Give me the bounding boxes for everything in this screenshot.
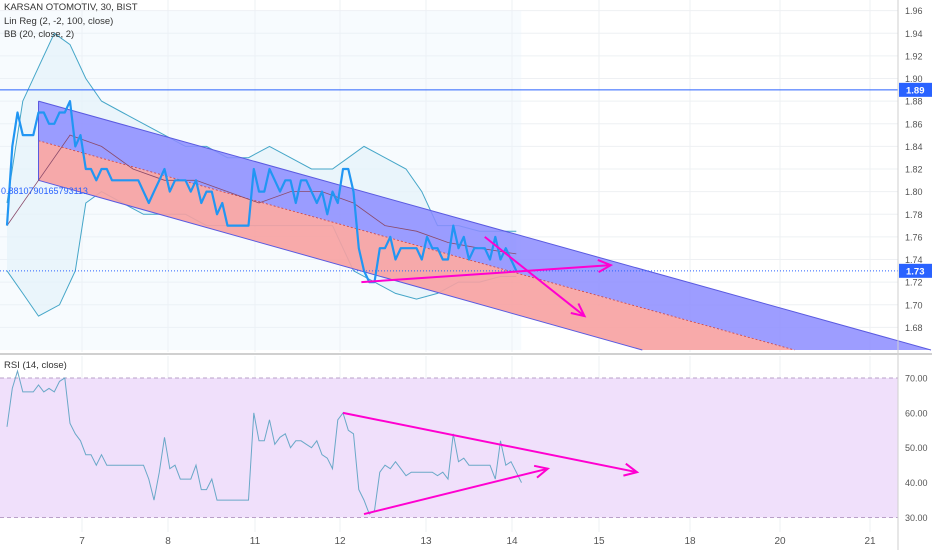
price-tick-label: 1.82 xyxy=(905,165,923,175)
linreg-legend[interactable]: Lin Reg (2, -2, 100, close) xyxy=(4,16,114,27)
linreg-value-label: 0.8810790165793113 xyxy=(1,186,88,196)
time-tick-label: 13 xyxy=(420,536,432,547)
linear-regression-channel xyxy=(6,100,932,351)
price-tick-label: 1.80 xyxy=(905,187,923,197)
price-tick-label: 1.72 xyxy=(905,278,923,288)
price-arrow-0-shaft xyxy=(361,264,611,284)
rsi-arrow-1-head xyxy=(533,464,551,479)
rsi-tick-label: 50.00 xyxy=(905,443,928,453)
rsi-band-fill xyxy=(0,377,898,518)
time-tick-label: 21 xyxy=(864,536,876,547)
time-tick-label: 15 xyxy=(593,536,605,547)
price-tick-label: 1.74 xyxy=(905,255,923,265)
linreg-middle-line xyxy=(38,140,795,351)
linreg-lower-line xyxy=(38,179,643,351)
linreg-upper-line xyxy=(38,100,932,351)
price-arrow-0-head xyxy=(597,258,614,273)
time-tick-label: 11 xyxy=(250,536,261,547)
symbol-title[interactable]: KARSAN OTOMOTIV, 30, BIST xyxy=(4,2,138,13)
time-tick-label: 20 xyxy=(774,536,786,547)
rsi-arrow-0-head xyxy=(623,462,640,477)
price-tick-label: 1.96 xyxy=(905,6,923,16)
rsi-tick-label: 60.00 xyxy=(905,408,928,418)
time-tick-label: 18 xyxy=(684,536,696,547)
time-tick-label: 14 xyxy=(506,536,518,547)
rsi-line xyxy=(6,369,522,515)
rsi-tick-label: 40.00 xyxy=(905,478,928,488)
price-tick-label: 1.70 xyxy=(905,300,923,310)
price-level-badge xyxy=(899,263,932,278)
bb-upper-line xyxy=(6,32,517,232)
price-tick-label: 1.88 xyxy=(905,97,923,107)
price-tick-label: 1.86 xyxy=(905,119,923,129)
price-tick-label: 1.78 xyxy=(905,210,923,220)
price-tick-label: 1.90 xyxy=(905,74,923,84)
price-level-badge xyxy=(899,82,932,97)
price-tick-label: 1.84 xyxy=(905,142,923,152)
rsi-arrow-1-shaft xyxy=(363,467,548,516)
rsi-pane xyxy=(0,369,898,519)
rsi-legend[interactable]: RSI (14, close) xyxy=(4,360,67,371)
price-annotations xyxy=(0,89,898,318)
price-axis: 1.68 1.70 1.72 1.74 1.76 1.78 1.80 1.82 1.84 1.86… xyxy=(899,6,932,333)
price-level-label: 1.89 xyxy=(906,85,925,96)
price-tick-label: 1.76 xyxy=(905,232,923,242)
time-tick-label: 8 xyxy=(165,536,171,547)
bb-legend[interactable]: BB (20, close, 2) xyxy=(4,29,75,40)
close-price-line xyxy=(5,100,518,284)
time-axis: 7 8 11 12 13 14 15 18 20 21 xyxy=(79,536,876,547)
price-arrow-1-shaft xyxy=(484,236,586,317)
time-tick-label: 12 xyxy=(334,536,346,547)
price-tick-label: 1.92 xyxy=(905,51,923,61)
price-series xyxy=(5,100,518,284)
price-tick-label: 1.68 xyxy=(905,323,923,333)
rsi-tick-label: 30.00 xyxy=(905,513,928,523)
rsi-axis: 30.00 40.00 50.00 60.00 70.00 xyxy=(905,373,928,523)
rsi-tick-label: 70.00 xyxy=(905,373,928,383)
rsi-arrow-0-shaft xyxy=(342,411,638,474)
time-tick-label: 7 xyxy=(79,536,85,547)
price-arrow-1-head xyxy=(570,303,587,318)
bb-basis-line xyxy=(6,134,517,255)
price-tick-label: 1.94 xyxy=(905,29,923,39)
price-level-label: 1.73 xyxy=(906,266,925,277)
